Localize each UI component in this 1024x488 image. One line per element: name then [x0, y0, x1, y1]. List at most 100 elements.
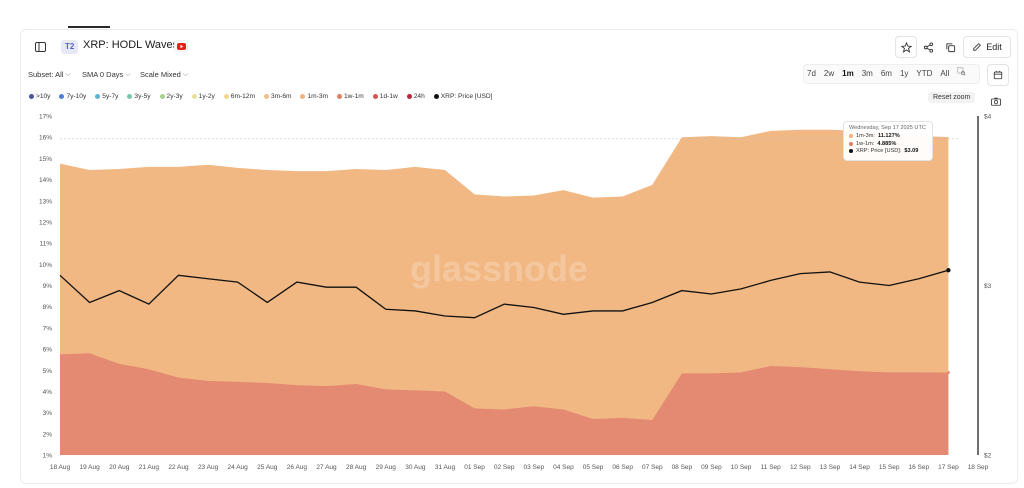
x-tick-label: 13 Sep	[820, 464, 841, 471]
page-title: XRP: HODL Waves	[83, 39, 179, 51]
range-7d[interactable]: 7d	[807, 69, 816, 78]
legend-item[interactable]: 2y-3y	[159, 93, 183, 100]
tooltip-row: 1m-3m: 11.127%	[849, 133, 927, 139]
calendar-icon	[993, 70, 1003, 80]
camera-icon[interactable]	[991, 93, 1001, 111]
range-3m[interactable]: 3m	[861, 69, 873, 78]
chevron-down-icon: ⌵	[65, 70, 71, 78]
legend-item[interactable]: 1w-1m	[337, 93, 364, 100]
subset-dropdown[interactable]: Subset: All ⌵	[28, 70, 71, 79]
range-6m[interactable]: 6m	[880, 69, 892, 78]
legend-item[interactable]: 3y-5y	[127, 93, 151, 100]
copy-icon	[945, 42, 955, 52]
legend-swatch	[337, 94, 342, 99]
share-icon	[923, 41, 933, 53]
chevron-down-icon: ⌵	[125, 70, 131, 78]
scale-dropdown[interactable]: Scale Mixed ⌵	[140, 70, 188, 79]
x-tick-label: 25 Aug	[257, 464, 278, 471]
range-ytd[interactable]: YTD	[916, 69, 933, 78]
panel-icon	[34, 42, 46, 52]
y-left-tick-label: 17%	[39, 114, 52, 121]
chart-tooltip: Wednesday, Sep 17 2025 UTC 1m-3m: 11.127%…	[843, 121, 933, 161]
legend-item[interactable]: 24h	[406, 93, 425, 100]
legend-item[interactable]: >10y	[29, 93, 50, 100]
x-tick-label: 05 Sep	[583, 464, 604, 471]
tooltip-swatch	[849, 149, 853, 153]
legend-swatch	[191, 94, 197, 99]
x-tick-label: 20 Aug	[109, 464, 130, 471]
sma-dropdown[interactable]: SMA 0 Days ⌵	[82, 70, 131, 79]
legend-item[interactable]: 1y-2y	[191, 93, 215, 100]
range-all[interactable]: All	[940, 69, 950, 78]
youtube-icon[interactable]	[174, 40, 188, 52]
tooltip-label: 1w-1m:	[856, 140, 875, 147]
reset-zoom-button[interactable]: Reset zoom	[928, 92, 976, 103]
sidebar-toggle-button[interactable]	[29, 36, 51, 58]
calendar-button[interactable]	[987, 64, 1009, 86]
y-left-tick-label: 5%	[43, 368, 53, 375]
legend-swatch	[59, 94, 65, 99]
share-button[interactable]	[917, 36, 939, 58]
y-right-tick-label: $2	[984, 453, 992, 460]
x-tick-label: 29 Aug	[376, 464, 397, 471]
chart-legend: >10y 7y-10y 5y-7y 3y-5y 2y-3y 1y-2y 6m-12m 3m-6…	[29, 93, 492, 100]
legend-label: 2y-3y	[166, 93, 183, 100]
legend-label: 1y-2y	[198, 93, 215, 100]
edit-button[interactable]: Edit	[963, 36, 1011, 58]
legend-label: 7y-10y	[66, 93, 87, 100]
legend-label: 5y-7y	[102, 93, 119, 100]
legend-swatch	[406, 94, 412, 99]
x-tick-label: 02 Sep	[494, 464, 515, 471]
range-1m[interactable]: 1m	[842, 69, 854, 78]
x-tick-label: 09 Sep	[701, 464, 722, 471]
copy-button[interactable]	[939, 36, 961, 58]
scale-label: Scale Mixed	[140, 70, 181, 79]
tooltip-label: 1m-3m:	[856, 133, 875, 139]
legend-item[interactable]: XRP: Price [USD]	[433, 93, 492, 100]
tooltip-label: XRP: Price [USD]:	[856, 148, 902, 154]
legend-label: 3m-6m	[270, 93, 292, 100]
legend-item[interactable]: 3m-6m	[263, 93, 292, 100]
x-tick-label: 04 Sep	[553, 464, 574, 471]
range-1y[interactable]: 1y	[899, 69, 909, 78]
chevron-down-icon: ⌵	[182, 70, 189, 78]
legend-item[interactable]: 6m-12m	[223, 93, 255, 100]
tooltip-value: $3.09	[904, 148, 919, 154]
y-left-tick-label: 11%	[39, 241, 52, 248]
legend-swatch	[95, 94, 101, 99]
y-left-tick-label: 9%	[43, 283, 53, 290]
legend-item[interactable]: 1m-3m	[300, 93, 328, 100]
legend-item[interactable]: 5y-7y	[95, 93, 118, 100]
tooltip-swatch	[849, 134, 853, 138]
pencil-icon	[973, 43, 982, 51]
range-2w[interactable]: 2w	[823, 69, 835, 78]
y-left-tick-label: 14%	[39, 177, 52, 184]
x-tick-label: 06 Sep	[612, 464, 633, 471]
x-tick-label: 14 Sep	[849, 464, 870, 471]
tier-badge: T2	[61, 40, 79, 54]
hodl-waves-chart[interactable]: glassnode 1% 2% 3% 4% 5% 6% 7% 8% 9% 10% 11% 12% 13% 1…	[20, 29, 1018, 484]
y-left-tick-label: 3%	[43, 410, 53, 417]
subset-label: Subset: All	[28, 70, 64, 79]
y-left-tick-label: 4%	[43, 389, 53, 396]
zoom-select-icon[interactable]	[953, 66, 970, 82]
legend-label: 1d-1w	[379, 93, 398, 100]
legend-item[interactable]: 7y-10y	[59, 93, 86, 100]
x-tick-label: 28 Aug	[346, 464, 367, 471]
range-selector	[803, 64, 980, 84]
y-left-tick-label: 2%	[43, 431, 53, 438]
y-left-tick-label: 1%	[43, 453, 53, 460]
legend-swatch	[159, 94, 165, 99]
y-right-tick-label: $4	[984, 114, 992, 121]
legend-item[interactable]: 1d-1w	[372, 93, 398, 100]
x-tick-label: 19 Aug	[79, 464, 100, 471]
x-tick-label: 23 Aug	[198, 464, 219, 471]
legend-label: 6m-12m	[230, 93, 255, 100]
y-left-tick-label: 16%	[39, 135, 52, 142]
x-tick-label: 15 Sep	[879, 464, 900, 471]
edit-label: Edit	[986, 42, 1002, 52]
sma-label: SMA 0 Days	[82, 70, 124, 79]
legend-label: 24h	[413, 93, 425, 100]
chart-header: T2 XRP: HODL Waves Edit	[21, 30, 1017, 64]
favorite-button[interactable]	[895, 36, 917, 58]
